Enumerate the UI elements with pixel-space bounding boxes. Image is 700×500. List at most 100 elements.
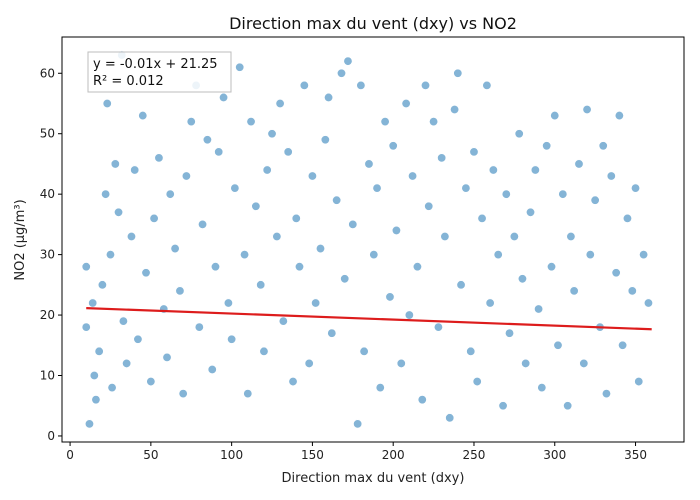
data-point: [521, 358, 531, 368]
data-point: [553, 340, 563, 350]
data-point: [107, 383, 117, 393]
y-tick-label: 30: [40, 248, 55, 262]
data-point: [138, 111, 148, 121]
data-point: [563, 401, 573, 411]
data-point: [311, 298, 321, 308]
data-point: [433, 322, 443, 332]
data-point: [385, 292, 395, 302]
data-point: [84, 419, 94, 429]
data-point: [611, 268, 621, 278]
data-point: [437, 153, 447, 163]
data-point: [102, 98, 112, 108]
y-tick-label: 0: [47, 429, 55, 443]
data-point: [550, 111, 560, 121]
data-point: [579, 358, 589, 368]
data-point: [94, 346, 104, 356]
data-point: [154, 153, 164, 163]
data-point: [198, 219, 208, 229]
data-point: [582, 105, 592, 115]
data-point: [566, 231, 576, 241]
r-squared: R² = 0.012: [93, 74, 164, 89]
data-point: [558, 189, 568, 199]
data-point: [498, 401, 508, 411]
data-point: [396, 358, 406, 368]
data-point: [485, 298, 495, 308]
data-point: [493, 250, 503, 260]
data-point: [256, 280, 266, 290]
data-point: [141, 268, 151, 278]
plot-area: [61, 36, 685, 443]
data-point: [369, 250, 379, 260]
data-point: [251, 201, 261, 211]
data-point: [356, 80, 366, 90]
data-point: [547, 262, 557, 272]
data-point: [456, 280, 466, 290]
data-point: [501, 189, 511, 199]
x-tick-label: 150: [301, 448, 324, 462]
data-point: [614, 111, 624, 121]
x-tick-label: 0: [66, 448, 74, 462]
data-point: [110, 159, 120, 169]
data-point: [343, 56, 353, 66]
data-point: [122, 358, 132, 368]
data-point: [618, 340, 628, 350]
x-tick-label: 200: [382, 448, 405, 462]
data-point: [320, 135, 330, 145]
data-point: [105, 250, 115, 260]
regression-equation: y = -0.01x + 21.25: [93, 57, 218, 72]
data-point: [97, 280, 107, 290]
data-point: [408, 171, 418, 181]
data-point: [162, 352, 172, 362]
data-point: [181, 171, 191, 181]
data-point: [542, 141, 552, 151]
data-point: [235, 62, 245, 72]
data-point: [466, 346, 476, 356]
regression-line: [86, 307, 652, 331]
data-point: [574, 159, 584, 169]
y-tick-label: 40: [40, 187, 55, 201]
data-point: [299, 80, 309, 90]
data-point: [149, 213, 159, 223]
data-point: [634, 377, 644, 387]
data-point: [391, 225, 401, 235]
data-point: [388, 141, 398, 151]
data-point: [272, 231, 282, 241]
data-point: [639, 250, 649, 260]
data-point: [207, 364, 217, 374]
data-point: [327, 328, 337, 338]
y-tick-label: 10: [40, 369, 55, 383]
data-point: [219, 92, 229, 102]
data-point: [165, 189, 175, 199]
data-point: [643, 298, 653, 308]
data-point: [294, 262, 304, 272]
data-point: [631, 183, 641, 193]
x-tick-label: 50: [143, 448, 158, 462]
data-point: [101, 189, 111, 199]
data-point: [146, 377, 156, 387]
data-point: [534, 304, 544, 314]
data-point: [359, 346, 369, 356]
data-point: [627, 286, 637, 296]
data-point: [130, 165, 140, 175]
chart-title: Direction max du vent (dxy) vs NO2: [229, 14, 517, 33]
data-point: [262, 165, 272, 175]
data-point: [230, 183, 240, 193]
data-point: [401, 98, 411, 108]
data-point: [375, 383, 385, 393]
data-point: [186, 117, 196, 127]
data-point: [598, 141, 608, 151]
data-point: [133, 334, 143, 344]
y-tick-label: 60: [40, 66, 55, 80]
x-tick-label: 350: [624, 448, 647, 462]
data-point: [288, 377, 298, 387]
data-point: [450, 105, 460, 115]
y-tick-label: 20: [40, 308, 55, 322]
data-point: [267, 129, 277, 139]
data-point: [537, 383, 547, 393]
y-tick-label: 50: [40, 127, 55, 141]
data-point: [477, 213, 487, 223]
data-point: [526, 207, 536, 217]
data-point: [472, 377, 482, 387]
data-point: [307, 171, 317, 181]
